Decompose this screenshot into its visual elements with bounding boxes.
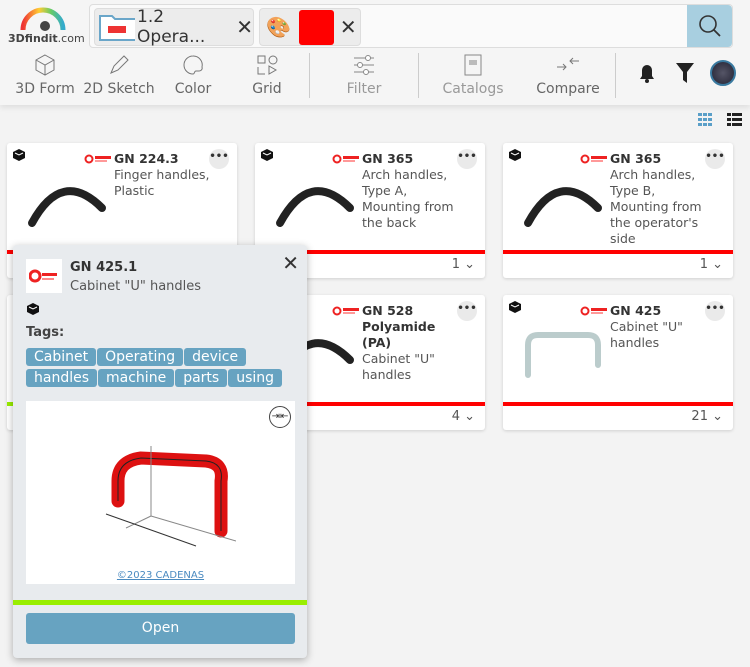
tag-chip[interactable]: Operating <box>97 348 184 366</box>
search-icon <box>698 15 721 37</box>
product-desc: Cabinet "U" handles <box>610 319 683 350</box>
tool-filter[interactable]: Filter <box>324 53 404 97</box>
variant-count-dropdown[interactable]: 1 ⌄ <box>451 257 475 272</box>
sliders-icon <box>324 53 404 77</box>
cube-icon <box>5 53 85 77</box>
brand-logo <box>580 306 607 316</box>
filter-icon[interactable] <box>675 62 695 84</box>
product-image <box>525 332 601 378</box>
search-input[interactable] <box>368 9 678 43</box>
pencil-icon <box>79 53 159 77</box>
grid-view-icon[interactable] <box>698 113 713 126</box>
product-desc: Cabinet "U" handles <box>362 351 435 382</box>
tool-compare[interactable]: Compare <box>528 53 608 97</box>
product-code: GN 425 <box>610 303 662 318</box>
tool-grid[interactable]: Grid <box>227 53 307 97</box>
bell-icon[interactable] <box>637 61 657 85</box>
tool-catalogs[interactable]: Catalogs <box>433 53 513 97</box>
product-image <box>524 187 602 227</box>
close-icon[interactable]: ✕ <box>282 251 299 275</box>
product-card[interactable]: ••• GN 425 Cabinet "U" handles 21 ⌄ <box>503 295 733 430</box>
cube-icon <box>509 301 521 313</box>
brand-logo <box>580 154 607 164</box>
tag-chip[interactable]: parts <box>175 369 228 387</box>
product-desc: Arch handles, Type B, Mounting from the … <box>610 167 702 246</box>
tag-chip[interactable]: device <box>184 348 247 366</box>
more-options-button[interactable]: ••• <box>705 301 725 321</box>
variant-count-dropdown[interactable]: 1 ⌄ <box>699 257 723 272</box>
tag-chip[interactable]: Cabinet <box>26 348 97 366</box>
folder-chip-label: 1.2 Opera... <box>137 7 206 47</box>
list-view-icon[interactable] <box>727 113 742 126</box>
brand-logo <box>26 259 62 293</box>
product-code: GN 224.3 <box>114 151 179 166</box>
preview-area: ⇥⇤ ©2023 CADENAS <box>26 401 295 584</box>
tags-label: Tags: <box>26 325 65 340</box>
product-image <box>276 187 354 227</box>
brand-logo <box>332 154 359 164</box>
3d-preview[interactable] <box>96 436 236 551</box>
copyright-link[interactable]: ©2023 CADENAS <box>116 570 205 581</box>
color-swatch <box>298 9 334 45</box>
tool-3d-form[interactable]: 3D Form <box>5 53 85 97</box>
palette-icon: 🎨 <box>266 15 291 39</box>
collapse-icon[interactable]: ⇥⇤ <box>269 406 291 428</box>
cube-icon <box>261 149 273 161</box>
more-options-button[interactable]: ••• <box>457 149 477 169</box>
tags-list: Cabinet Operating device handles machine part… <box>26 348 296 390</box>
product-popup: GN 425.1 Cabinet "U" handles ✕ Tags: Cab… <box>13 245 307 658</box>
popup-code: GN 425.1 <box>70 260 138 275</box>
product-desc: Arch handles, Type A, Mounting from the … <box>362 167 454 230</box>
avatar[interactable] <box>710 60 736 86</box>
header: 3Dfindit.com 1.2 Opera... ✕ 🎨 ✕ 3D Form … <box>0 0 750 105</box>
logo[interactable]: 3Dfindit.com <box>8 6 85 46</box>
brand-logo <box>84 154 111 164</box>
tag-chip[interactable]: machine <box>98 369 175 387</box>
color-match-bar <box>503 402 733 406</box>
product-code: GN 365 <box>362 151 414 166</box>
open-button[interactable]: Open <box>26 613 295 644</box>
tag-chip[interactable]: handles <box>26 369 98 387</box>
folder-icon <box>99 15 136 41</box>
compare-icon <box>528 53 608 77</box>
color-match-bar <box>503 250 733 254</box>
variant-count-dropdown[interactable]: 4 ⌄ <box>451 409 475 424</box>
tool-2d-sketch[interactable]: 2D Sketch <box>79 53 159 97</box>
folder-chip[interactable]: 1.2 Opera... ✕ <box>94 7 254 47</box>
product-image <box>28 187 106 227</box>
cube-icon[interactable] <box>26 302 40 316</box>
search-button[interactable] <box>687 5 732 47</box>
product-material: Polyamide (PA) <box>362 319 436 350</box>
more-options-button[interactable]: ••• <box>705 149 725 169</box>
tag-chip[interactable]: using <box>228 369 283 387</box>
more-options-button[interactable]: ••• <box>457 301 477 321</box>
search-bar[interactable]: 1.2 Opera... ✕ 🎨 ✕ <box>89 4 733 48</box>
product-card[interactable]: ••• GN 365 Arch handles, Type B, Mounting… <box>503 143 733 278</box>
cube-icon <box>13 149 25 161</box>
catalog-icon <box>433 53 513 77</box>
palette-icon <box>153 53 233 77</box>
product-desc: Finger handles, Plastic <box>114 167 210 198</box>
product-code: GN 365 <box>610 151 662 166</box>
variant-count-dropdown[interactable]: 21 ⌄ <box>691 409 723 424</box>
tool-color[interactable]: Color <box>153 53 233 97</box>
color-chip[interactable]: 🎨 ✕ <box>259 8 361 46</box>
grid-shapes-icon <box>227 53 307 77</box>
divider <box>615 53 616 98</box>
status-bar <box>13 600 307 605</box>
divider <box>418 53 419 98</box>
remove-chip-icon[interactable]: ✕ <box>339 15 357 39</box>
brand-logo <box>332 306 359 316</box>
color-match-bar <box>255 250 485 254</box>
color-match-bar <box>255 402 485 406</box>
popup-desc: Cabinet "U" handles <box>70 279 202 294</box>
divider <box>309 53 310 98</box>
cube-icon <box>509 149 521 161</box>
more-options-button[interactable]: ••• <box>209 149 229 169</box>
remove-chip-icon[interactable]: ✕ <box>236 15 253 39</box>
product-code: GN 528 <box>362 303 414 318</box>
